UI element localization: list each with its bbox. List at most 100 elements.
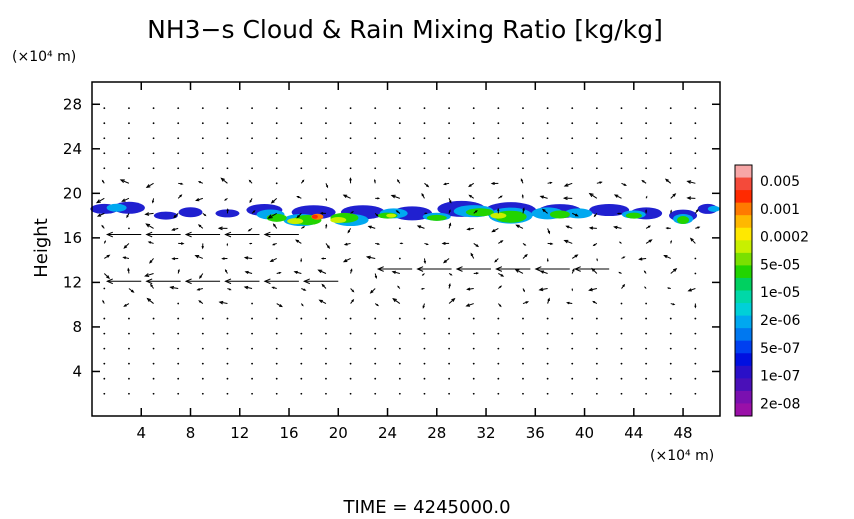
wind-vector	[251, 107, 253, 110]
wind-vector-head	[342, 258, 348, 263]
wind-vector-head	[622, 256, 626, 259]
wind-vector	[595, 377, 598, 380]
colorbar-segment	[735, 265, 752, 279]
wind-vector	[275, 332, 278, 335]
wind-vector-head	[104, 240, 106, 243]
wind-vector-head	[474, 209, 478, 213]
wind-vector-head	[197, 224, 202, 228]
wind-vector	[152, 137, 155, 140]
wind-jet-vector-head	[184, 278, 192, 285]
wind-vector	[251, 122, 253, 125]
wind-vector	[645, 302, 648, 305]
wind-vector	[128, 347, 130, 350]
cloud-field	[90, 200, 720, 227]
wind-vector	[522, 392, 524, 395]
wind-vector	[497, 122, 500, 125]
wind-vector	[694, 347, 697, 350]
cloud-blob-high	[677, 216, 690, 225]
wind-vector	[645, 107, 648, 110]
wind-jet-vector-head	[224, 278, 232, 285]
wind-vector-head	[326, 245, 331, 250]
wind-vector-head	[499, 304, 502, 308]
wind-vector	[374, 107, 377, 110]
wind-vector	[472, 317, 475, 320]
wind-vector-head	[695, 208, 699, 212]
colorbar: 0.005 0.001 0.0002 5e-05 1e-05 2e-06 5e-07 1e-0…	[734, 164, 809, 417]
wind-vector	[669, 152, 672, 155]
wind-vector-head	[151, 200, 155, 204]
wind-vector-head	[442, 259, 447, 264]
wind-vector	[374, 377, 377, 380]
cloud-blob-higher	[490, 212, 507, 219]
wind-vector	[275, 347, 278, 350]
wind-vector	[251, 377, 253, 380]
wind-vector	[423, 362, 426, 365]
wind-vector-head	[547, 230, 551, 235]
wind-vector	[275, 182, 278, 185]
wind-vector	[398, 332, 401, 335]
wind-vector	[669, 317, 672, 320]
wind-vector-head	[497, 207, 500, 212]
wind-vector-head	[499, 285, 503, 288]
wind-vector	[595, 362, 598, 365]
wind-vector	[349, 392, 352, 395]
wind-jet-vector-head	[105, 278, 113, 285]
wind-vector-head	[217, 226, 223, 231]
wind-vector	[177, 392, 180, 395]
wind-vector	[398, 167, 401, 170]
wind-vector-head	[396, 179, 400, 182]
wind-vector	[120, 179, 130, 184]
wind-vector-head	[697, 226, 701, 229]
wind-vector-head	[515, 224, 520, 229]
wind-vector-head	[149, 260, 153, 264]
wind-vector-head	[618, 241, 621, 244]
wind-vector-head	[119, 179, 125, 184]
wind-vector	[251, 302, 253, 305]
wind-vector	[177, 377, 180, 380]
wind-vector	[546, 122, 549, 125]
wind-vector	[620, 332, 623, 335]
colorbar-segment	[735, 190, 752, 204]
wind-vector	[398, 347, 401, 350]
y-tick-label: 24	[63, 140, 82, 158]
wind-vector-head	[647, 225, 652, 229]
wind-vector	[177, 347, 180, 350]
wind-vector	[103, 137, 106, 140]
wind-vector	[497, 332, 500, 335]
wind-vector-head	[449, 200, 452, 204]
wind-vector	[201, 347, 204, 350]
wind-vector	[152, 167, 155, 170]
wind-vector	[325, 332, 327, 335]
wind-vector	[275, 377, 278, 380]
wind-vector-head	[365, 255, 371, 260]
colorbar-segment	[735, 252, 752, 266]
wind-vector	[103, 317, 106, 320]
wind-vector	[201, 377, 204, 380]
wind-vector	[423, 347, 426, 350]
wind-vector-head	[270, 199, 275, 204]
wind-vector	[423, 107, 426, 110]
wind-vector	[645, 347, 648, 350]
wind-vector	[226, 167, 229, 170]
wind-vector-head	[425, 212, 428, 215]
wind-vector-head	[572, 268, 575, 272]
wind-vector	[251, 392, 253, 395]
wind-vector	[226, 152, 229, 155]
wind-vector-head	[101, 224, 104, 228]
wind-vector	[620, 347, 623, 350]
colorbar-label: 0.005	[760, 174, 800, 190]
wind-vector	[226, 332, 229, 335]
x-tick-label: 4	[136, 424, 146, 442]
plot-frame	[91, 81, 721, 417]
wind-vector	[669, 332, 672, 335]
wind-vector-head	[220, 177, 225, 182]
wind-vector	[177, 137, 180, 140]
wind-vector	[398, 152, 401, 155]
wind-vector-head	[550, 242, 554, 245]
wind-vector-head	[199, 275, 203, 280]
wind-vector	[423, 122, 426, 125]
x-tick-label: 24	[378, 424, 397, 442]
wind-vector-head	[303, 288, 307, 291]
wind-vector	[497, 347, 500, 350]
